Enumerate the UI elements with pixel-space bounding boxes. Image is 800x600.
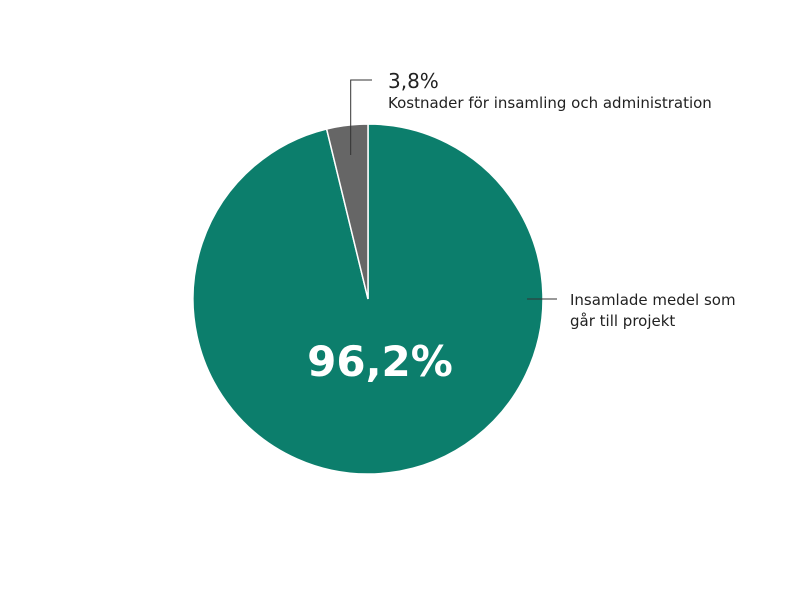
main-slice-value-label: 96,2%	[307, 337, 453, 386]
main-slice-description-line-1: Insamlade medel som	[570, 291, 736, 309]
leader-lines	[350, 79, 557, 300]
costs-leader-line	[350, 79, 372, 155]
pie-slices	[192, 123, 544, 475]
main-slice-description-line-2: går till projekt	[570, 312, 675, 330]
pie-slice-costs	[325, 123, 369, 300]
small-slice-value-label: 3,8%	[388, 69, 439, 93]
small-slice-description-label: Kostnader för insamling och administrati…	[388, 94, 712, 112]
